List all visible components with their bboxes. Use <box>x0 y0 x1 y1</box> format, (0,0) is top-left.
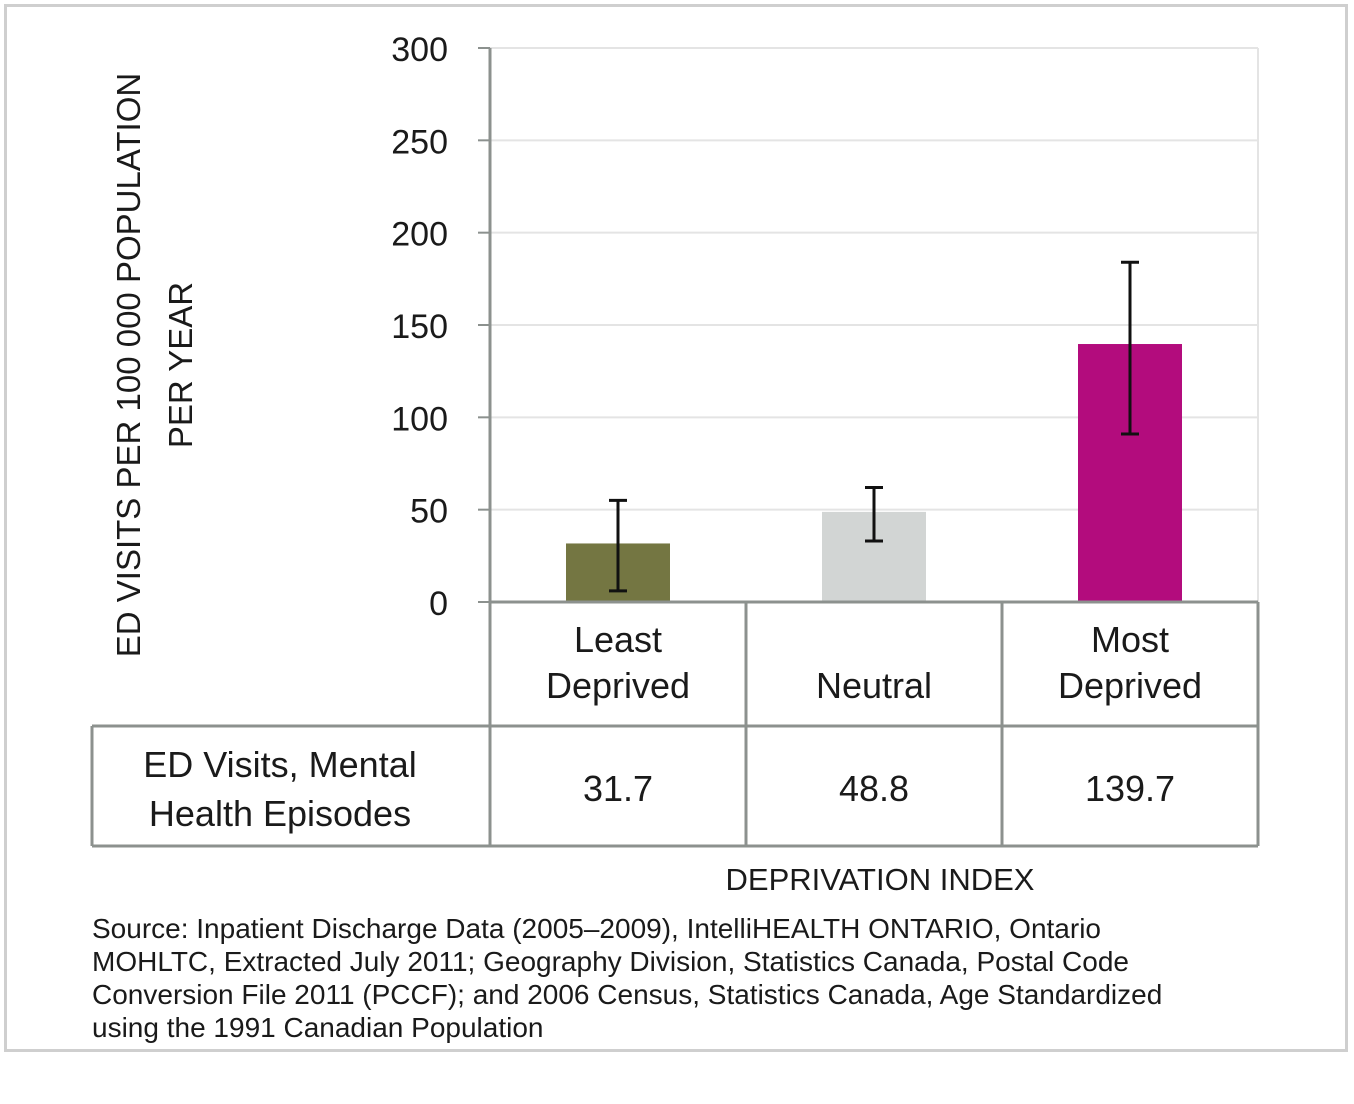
chart-frame <box>4 4 1348 1052</box>
table-value-1: 31.7 <box>583 768 653 809</box>
source-line-3: Conversion File 2011 (PCCF); and 2006 Ce… <box>92 979 1163 1010</box>
series-name-label: Health Episodes <box>149 793 411 834</box>
y-tick-label: 0 <box>429 585 448 623</box>
table-value-2: 48.8 <box>839 768 909 809</box>
source-line-1: Source: Inpatient Discharge Data (2005–2… <box>92 913 1101 944</box>
table-value-3: 139.7 <box>1085 768 1175 809</box>
category-label: Least <box>574 619 662 660</box>
source-note: Source: Inpatient Discharge Data (2005–2… <box>92 912 1292 1044</box>
y-tick-label: 300 <box>391 31 448 69</box>
y-axis-label-line-1: ED VISITS PER 100 000 POPULATION <box>110 72 147 658</box>
series-name-label: ED Visits, Mental <box>143 744 416 785</box>
y-tick-label: 200 <box>391 216 448 254</box>
category-label: Neutral <box>816 665 932 706</box>
y-tick-label: 150 <box>391 308 448 346</box>
source-line-2: MOHLTC, Extracted July 2011; Geography D… <box>92 946 1129 977</box>
category-label: Deprived <box>1058 665 1202 706</box>
y-axis-label-line-2: PER YEAR <box>162 281 199 449</box>
y-tick-label: 250 <box>391 123 448 161</box>
source-line-4: using the 1991 Canadian Population <box>92 1012 544 1043</box>
category-label: Deprived <box>546 665 690 706</box>
y-tick-label: 100 <box>391 400 448 438</box>
category-label: Most <box>1091 619 1169 660</box>
x-axis-title: DEPRIVATION INDEX <box>725 862 1035 897</box>
y-tick-label: 50 <box>410 493 448 531</box>
